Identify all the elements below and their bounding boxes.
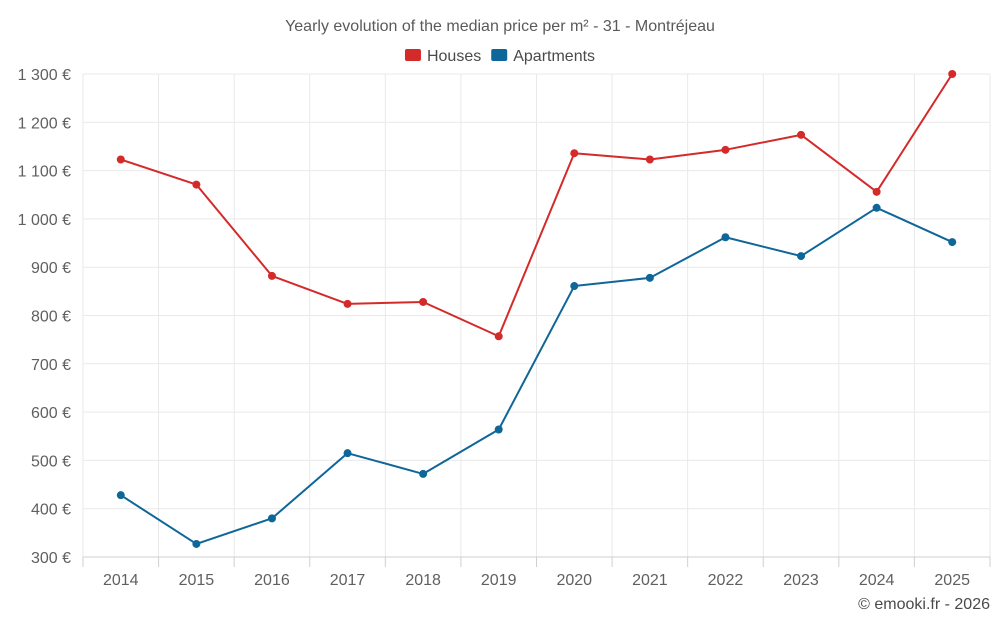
x-tick-label: 2023 <box>783 572 819 589</box>
legend-swatch <box>491 49 508 61</box>
houses-point[interactable] <box>721 145 730 154</box>
apartments-point[interactable] <box>267 514 276 523</box>
y-tick-label: 600 € <box>31 405 71 422</box>
y-tick-label: 700 € <box>31 357 71 374</box>
houses-point[interactable] <box>494 332 503 341</box>
y-tick-label: 1 200 € <box>18 115 71 132</box>
apartments-point[interactable] <box>343 449 352 458</box>
x-tick-label: 2018 <box>405 572 441 589</box>
y-tick-label: 900 € <box>31 260 71 277</box>
y-axis: 300 € 400 € 500 € 600 € 700 € 800 € 900 € 1 000… <box>18 67 71 567</box>
x-tick-label: 2016 <box>254 572 290 589</box>
x-tick-label: 2022 <box>708 572 744 589</box>
houses-point[interactable] <box>570 149 579 158</box>
legend-label: Houses <box>427 48 481 65</box>
apartments-point[interactable] <box>419 469 428 478</box>
legend-item-apartments[interactable]: Apartments <box>491 48 595 65</box>
grid <box>82 73 991 558</box>
y-tick-label: 500 € <box>31 453 71 470</box>
houses-point[interactable] <box>192 180 201 189</box>
apartments-point[interactable] <box>570 282 579 291</box>
x-axis: 2014 2015 2016 2017 2018 2019 2020 2021 2022 2023… <box>82 556 991 589</box>
apartments-point[interactable] <box>948 238 957 247</box>
houses-point[interactable] <box>948 70 957 78</box>
series-layer <box>116 70 957 548</box>
houses-point[interactable] <box>797 130 806 139</box>
x-tick-label: 2017 <box>330 572 366 589</box>
legend-item-houses[interactable]: Houses <box>404 48 481 65</box>
x-tick-label: 2020 <box>556 572 592 589</box>
apartments-point[interactable] <box>116 491 125 500</box>
houses-point[interactable] <box>419 297 428 306</box>
credit-text: © emooki.fr - 2026 <box>858 596 990 613</box>
y-tick-label: 1 000 € <box>18 212 71 229</box>
apartments-point[interactable] <box>192 539 201 548</box>
apartments-point[interactable] <box>872 203 881 212</box>
legend-label: Apartments <box>513 48 595 65</box>
houses-point[interactable] <box>267 271 276 280</box>
houses-point[interactable] <box>645 155 654 164</box>
x-tick-label: 2021 <box>632 572 668 589</box>
y-tick-label: 1 300 € <box>18 67 71 84</box>
x-tick-label: 2015 <box>179 572 215 589</box>
y-tick-label: 300 € <box>31 550 71 567</box>
x-tick-label: 2014 <box>103 572 139 589</box>
legend-swatch <box>404 49 421 61</box>
y-tick-label: 400 € <box>31 502 71 519</box>
apartments-point[interactable] <box>645 273 654 282</box>
houses-point[interactable] <box>116 155 125 164</box>
x-tick-label: 2019 <box>481 572 517 589</box>
y-tick-label: 1 100 € <box>18 164 71 181</box>
legend: Houses Apartments <box>404 48 595 65</box>
apartments-line <box>120 206 953 545</box>
x-tick-label: 2025 <box>934 572 970 589</box>
apartments-point[interactable] <box>494 425 503 434</box>
chart-title: Yearly evolution of the median price per… <box>285 18 715 35</box>
houses-line <box>120 73 954 338</box>
houses-point[interactable] <box>872 187 881 196</box>
y-tick-label: 800 € <box>31 309 71 326</box>
x-tick-label: 2024 <box>859 572 895 589</box>
apartments-point[interactable] <box>797 252 806 261</box>
apartments-point[interactable] <box>721 233 730 242</box>
houses-point[interactable] <box>343 299 352 308</box>
